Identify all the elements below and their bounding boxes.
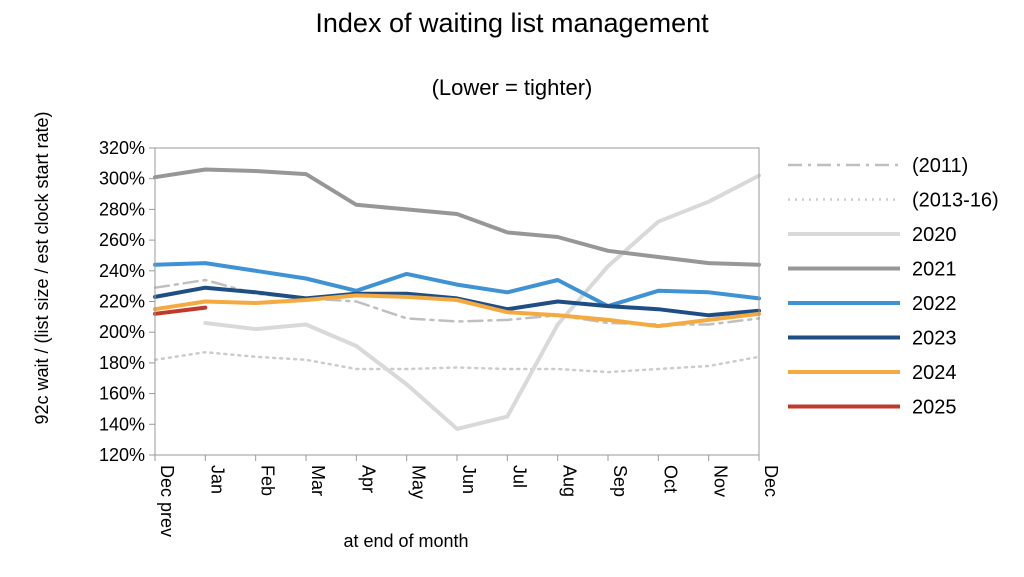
series-layer	[153, 167, 761, 431]
legend-label: (2013-16)	[912, 190, 999, 212]
y-tick-label: 160%	[99, 384, 145, 404]
y-axis-label: 92c wait / (list size / est clock start …	[32, 111, 52, 424]
x-tick-label: Feb	[258, 465, 278, 496]
x-tick-label: Oct	[660, 465, 680, 493]
y-tick-label: 200%	[99, 322, 145, 342]
legend-label: 2024	[912, 362, 957, 384]
x-tick-label: Jun	[459, 465, 479, 494]
x-tick-label: Aug	[560, 465, 580, 497]
plot-area	[154, 147, 760, 456]
chart-subtitle: (Lower = tighter)	[432, 75, 593, 100]
x-axis-label: at end of month	[343, 531, 468, 551]
series-line-2024	[153, 293, 761, 329]
x-tick-label: Jan	[207, 465, 227, 494]
legend-label: 2020	[912, 224, 957, 246]
legend-label: 2021	[912, 259, 957, 281]
legend-label: 2023	[912, 328, 957, 350]
legend-label: (2011)	[912, 155, 968, 177]
y-tick-label: 300%	[99, 169, 145, 189]
legend-label: 2025	[912, 397, 957, 419]
x-axis-ticks: Dec prev Jan Feb Mar Apr May Jun Jul Aug Sep Oct No…	[154, 455, 781, 537]
y-tick-label: 220%	[99, 292, 145, 312]
x-tick-label: Jul	[509, 465, 529, 488]
x-tick-label: Dec prev	[157, 465, 177, 537]
y-tick-label: 320%	[99, 138, 145, 158]
chart-title: Index of waiting list management	[315, 8, 709, 38]
y-tick-label: 180%	[99, 353, 145, 373]
series-line-2021	[153, 167, 761, 267]
legend: (2011) (2013-16) 2020 2021 2022 2023 2024 2025	[788, 155, 999, 419]
x-tick-label: Mar	[308, 465, 328, 496]
series-line-2022	[153, 261, 761, 309]
y-tick-label: 240%	[99, 261, 145, 281]
x-tick-label: Dec	[761, 465, 781, 497]
series-line-2025	[153, 305, 208, 316]
x-tick-label: Sep	[610, 465, 630, 497]
legend-label: 2022	[912, 293, 957, 315]
y-tick-label: 260%	[99, 230, 145, 250]
series-line-2020	[203, 173, 761, 431]
x-tick-label: Apr	[358, 465, 378, 493]
x-tick-label: May	[409, 465, 429, 499]
y-axis-ticks: 120% 140% 160% 180% 200% 220% 240% 260% 280% 300%…	[99, 138, 155, 465]
y-tick-label: 140%	[99, 414, 145, 434]
series-line-2013-16	[153, 350, 761, 374]
y-tick-label: 280%	[99, 199, 145, 219]
y-tick-label: 120%	[99, 445, 145, 465]
x-tick-label: Nov	[711, 465, 731, 497]
